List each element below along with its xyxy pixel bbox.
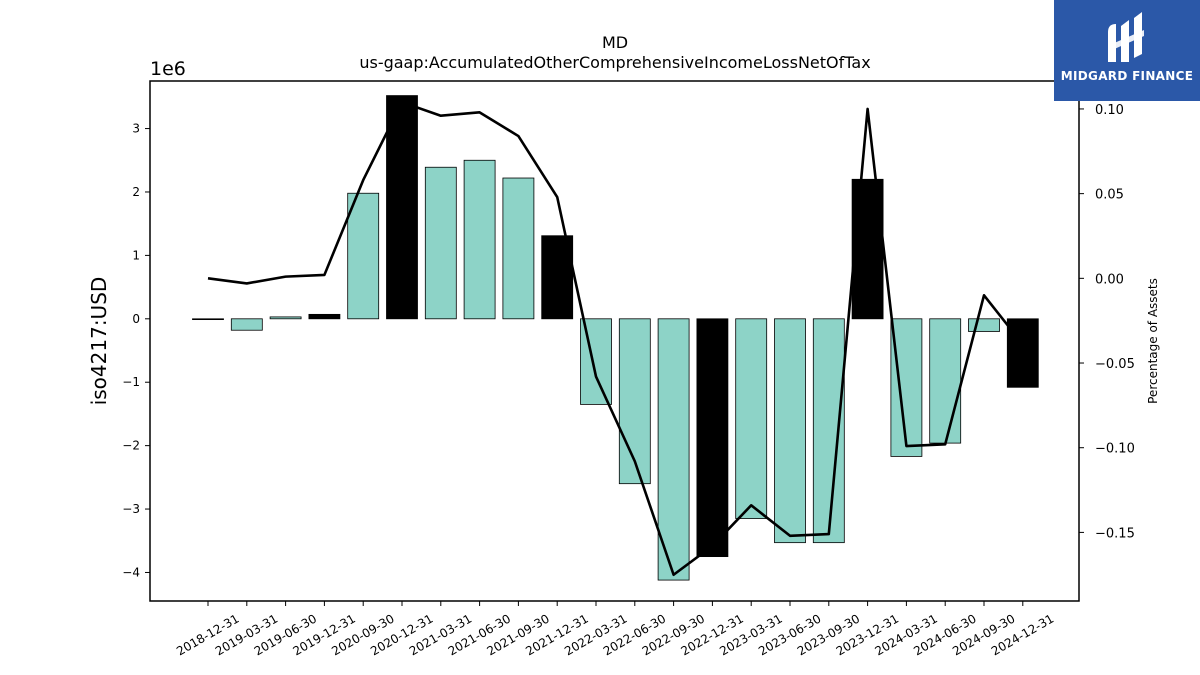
y-tick-label: 3 [132,122,140,136]
plot-area: −4−3−2−10123−0.15−0.10−0.050.000.050.102… [122,95,1135,658]
midgard-logo-icon [1108,12,1144,62]
y-tick-label: −3 [122,502,140,516]
chart-title: MD [602,33,628,52]
bar [657,318,690,581]
bar [386,95,418,320]
y2-tick-label: 0.00 [1095,272,1124,287]
bar [968,318,1000,332]
bar [192,318,224,321]
percent-line [207,100,1024,577]
y-tick-label: 0 [132,312,140,326]
y2-tick-label: −0.15 [1095,526,1135,541]
bar [269,316,302,320]
plot-frame [149,80,1080,602]
y-tick-label: 2 [132,185,140,199]
y-tick-label: −4 [122,565,140,579]
bar [890,318,923,457]
bar [463,159,496,320]
bar [502,177,535,320]
brand-logo: MIDGARD FINANCE [1054,0,1200,101]
bar [230,318,263,331]
y-offset-label: 1e6 [150,58,186,80]
bar [696,318,729,558]
y-axis-label: iso4217:USD [87,277,111,406]
y2-tick-label: 0.10 [1095,103,1124,118]
bar [774,318,806,544]
bar [618,318,651,485]
bar [735,318,768,519]
y-tick-label: −1 [122,375,140,389]
bar [424,166,457,320]
bar [347,192,380,320]
bar [929,318,962,444]
y-tick-label: 1 [132,248,140,262]
chart-subtitle: us-gaap:AccumulatedOtherComprehensiveInc… [359,53,870,72]
y2-axis-label: Percentage of Assets [1146,278,1160,404]
bar [812,318,845,544]
y-tick-label: −2 [122,439,140,453]
brand-name: MIDGARD FINANCE [1060,69,1194,83]
y2-tick-label: 0.05 [1095,188,1124,203]
y2-tick-label: −0.05 [1095,357,1135,372]
y2-tick-label: −0.10 [1095,442,1135,457]
bar [308,313,341,320]
